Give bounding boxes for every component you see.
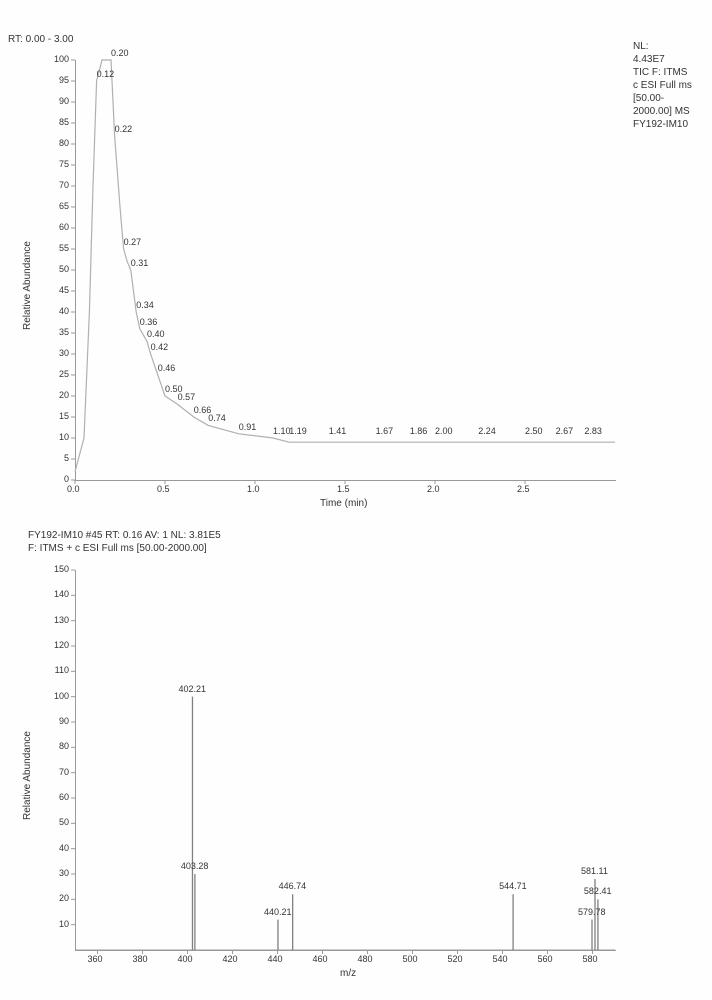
spec-ytick: 110 [55, 665, 69, 675]
spec-ytick: 10 [59, 919, 69, 929]
chrom-peak-label: 2.24 [478, 426, 496, 436]
spec-peak-label: 544.71 [499, 881, 527, 891]
spec-ytick: 40 [59, 843, 69, 853]
spec-xtick: 460 [313, 954, 328, 964]
spec-xtick: 580 [583, 954, 598, 964]
chrom-peak-label: 0.42 [151, 342, 169, 352]
chrom-peak-label: 0.57 [178, 392, 196, 402]
chrom-peak-label: 0.91 [239, 422, 257, 432]
spec-xtick: 400 [178, 954, 193, 964]
chrom-peak-label: 0.22 [115, 124, 133, 134]
chrom-peak-label: 0.12 [97, 69, 115, 79]
spec-xtick: 560 [538, 954, 553, 964]
chrom-xtick: 0.5 [157, 484, 170, 494]
chrom-peak-label: 0.34 [136, 300, 154, 310]
chrom-ytick: 10 [59, 432, 69, 442]
spec-peak-label: 581.11 [581, 866, 608, 876]
spec-ytick: 20 [59, 893, 69, 903]
chrom-ytick: 85 [59, 117, 69, 127]
spec-peak-label: 582.41 [584, 886, 612, 896]
chrom-peak-label: 2.67 [556, 426, 574, 436]
spec-ytick: 120 [54, 640, 69, 650]
chrom-peak-label: 1.10 [273, 426, 291, 436]
chrom-ytick: 80 [59, 138, 69, 148]
spec-ytick: 140 [54, 589, 69, 599]
chrom-ytick: 75 [59, 159, 69, 169]
spec-peak-label: 579.78 [578, 907, 606, 917]
chrom-ytick: 55 [59, 243, 69, 253]
spec-xtick: 360 [88, 954, 103, 964]
chrom-ytick: 60 [59, 222, 69, 232]
chrom-peak-label: 0.74 [208, 413, 226, 423]
spec-ytick: 90 [59, 716, 69, 726]
chrom-ytick: 40 [59, 306, 69, 316]
chrom-peak-label: 2.00 [435, 426, 453, 436]
spec-ytick: 30 [59, 868, 69, 878]
spec-xtick: 540 [493, 954, 508, 964]
chrom-peak-label: 2.83 [584, 426, 602, 436]
chrom-peak-label: 0.46 [158, 363, 176, 373]
chrom-ytick: 0 [64, 474, 69, 484]
chrom-ytick: 70 [59, 180, 69, 190]
spec-xtick: 420 [223, 954, 238, 964]
spec-xtick: 520 [448, 954, 463, 964]
chrom-ytick: 5 [64, 453, 69, 463]
chrom-peak-label: 0.20 [111, 48, 129, 58]
chrom-ytick: 30 [59, 348, 69, 358]
chrom-ytick: 50 [59, 264, 69, 274]
chrom-peak-label: 2.50 [525, 426, 543, 436]
spec-ytick: 130 [54, 615, 69, 625]
spec-ytick: 60 [59, 792, 69, 802]
chrom-ytick: 25 [59, 369, 69, 379]
chrom-ytick: 15 [59, 411, 69, 421]
spec-peak-label: 446.74 [279, 881, 307, 891]
chrom-xtick: 2.5 [517, 484, 530, 494]
spec-ytick: 150 [54, 564, 69, 574]
chrom-peak-label: 1.19 [289, 426, 307, 436]
chrom-xtick: 1.0 [247, 484, 260, 494]
chrom-peak-label: 0.36 [140, 317, 158, 327]
chrom-ytick: 35 [59, 327, 69, 337]
spec-ytick: 80 [59, 741, 69, 751]
spec-ytick: 100 [54, 691, 69, 701]
chrom-peak-label: 0.31 [131, 258, 149, 268]
spec-xtick: 440 [268, 954, 283, 964]
chrom-peak-label: 1.86 [410, 426, 428, 436]
chrom-ytick: 65 [59, 201, 69, 211]
chrom-ytick: 45 [59, 285, 69, 295]
chrom-ytick: 20 [59, 390, 69, 400]
spec-ytick: 70 [59, 767, 69, 777]
spec-xtick: 480 [358, 954, 373, 964]
spec-xtick: 500 [403, 954, 418, 964]
chrom-peak-label: 0.27 [124, 237, 142, 247]
chrom-ytick: 95 [59, 75, 69, 85]
spec-ytick: 50 [59, 817, 69, 827]
chrom-xtick: 0.0 [67, 484, 80, 494]
chrom-peak-label: 1.41 [329, 426, 347, 436]
chrom-ytick: 90 [59, 96, 69, 106]
chrom-xtick: 2.0 [427, 484, 440, 494]
chrom-peak-label: 1.67 [376, 426, 394, 436]
chrom-ytick: 100 [54, 54, 69, 64]
chrom-peak-label: 0.40 [147, 329, 165, 339]
spec-peak-label: 403.28 [181, 861, 209, 871]
spec-xtick: 380 [133, 954, 148, 964]
spec-peak-label: 402.21 [178, 684, 206, 694]
chrom-xtick: 1.5 [337, 484, 350, 494]
spec-peak-label: 440.21 [264, 907, 292, 917]
